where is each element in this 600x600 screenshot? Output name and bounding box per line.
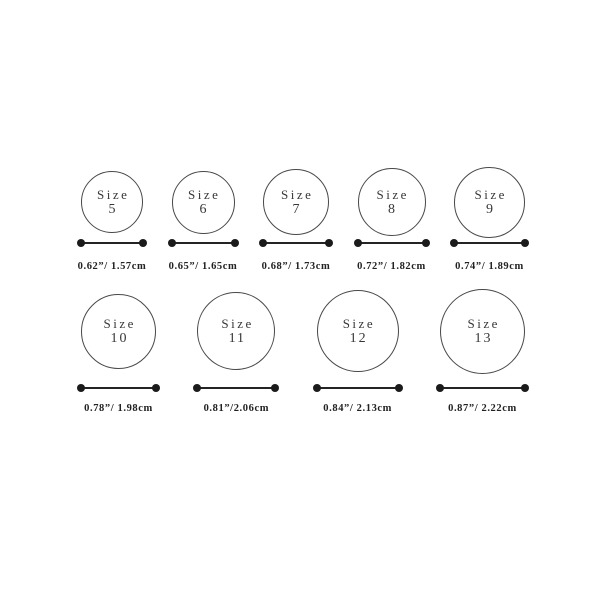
ring-size-word: Size (474, 186, 507, 202)
diameter-measure (77, 384, 160, 392)
endpoint-dot-right (271, 384, 280, 392)
ring-size-number: 5 (108, 201, 118, 217)
ring-size-number: 7 (292, 201, 302, 217)
diameter-measure (450, 239, 529, 247)
diameter-text: 0.87”/ 2.22cm (448, 403, 517, 414)
diameter-measure (259, 239, 333, 247)
ring-circle-5: Size 5 (81, 171, 143, 233)
diameter-line (81, 387, 156, 389)
endpoint-dot-right (521, 239, 529, 247)
diameter-measure (353, 239, 430, 247)
ring-size-word: Size (342, 315, 376, 331)
diameter-measure (435, 384, 529, 392)
ring-size-word: Size (103, 315, 136, 331)
endpoint-dot-right (394, 384, 403, 392)
ring-size-number: 12 (349, 330, 368, 346)
diameter-text: 0.65”/ 1.65cm (168, 261, 238, 272)
ring-circle-6: Size 6 (171, 170, 235, 234)
diameter-line (263, 242, 329, 244)
diameter-text: 0.72”/ 1.82cm (357, 261, 426, 272)
ring-circle-7: Size 7 (263, 169, 329, 235)
ring-size-word: Size (376, 186, 409, 202)
ring-size-row-1: Size 5 0.62”/ 1.57cm Size 6 (77, 166, 529, 273)
ring-size-number: 11 (228, 330, 247, 346)
diameter-line (171, 242, 235, 244)
endpoint-dot-left (77, 239, 85, 247)
diameter-measure (167, 239, 239, 247)
endpoint-dot-left (259, 239, 267, 247)
ring-size-word: Size (188, 186, 221, 202)
endpoint-dot-right (230, 239, 239, 247)
ring-size-row-2: Size 10 0.78”/ 1.98cm Size 11 (77, 288, 529, 415)
diameter-line (357, 242, 426, 244)
diameter-measure (312, 384, 403, 392)
ring-size-number: 8 (388, 201, 397, 217)
endpoint-dot-left (193, 384, 202, 392)
ring-circle-8: Size 8 (357, 168, 426, 236)
diameter-line (439, 387, 525, 389)
endpoint-dot-right (139, 239, 147, 247)
ring-size-number: 6 (199, 201, 209, 217)
endpoint-dot-right (520, 384, 529, 392)
endpoint-dot-left (312, 384, 321, 392)
diameter-text: 0.74”/ 1.89cm (455, 261, 524, 272)
ring-circle-11: Size 11 (197, 292, 276, 370)
ring-size-number: 10 (110, 330, 129, 346)
ring-size-word: Size (281, 186, 314, 202)
diameter-line (454, 242, 525, 244)
ring-circle-12: Size 12 (316, 290, 399, 372)
endpoint-dot-left (167, 239, 176, 247)
endpoint-dot-left (435, 384, 444, 392)
ring-size-number: 13 (474, 330, 493, 346)
ring-size-word: Size (221, 315, 254, 331)
ring-circle-9: Size 9 (454, 166, 525, 238)
ring-size-cell-6: Size 6 0.65”/ 1.65cm (167, 166, 239, 273)
ring-circle-13: Size 13 (439, 288, 525, 374)
diameter-text: 0.78”/ 1.98cm (84, 403, 153, 414)
ring-size-cell-7: Size 7 0.68”/ 1.73cm (259, 166, 333, 273)
diameter-text: 0.84”/ 2.13cm (323, 403, 393, 414)
ring-size-cell-8: Size 8 0.72”/ 1.82cm (353, 166, 430, 273)
diameter-line (316, 387, 399, 389)
diameter-line (197, 387, 276, 389)
endpoint-dot-right (421, 239, 430, 247)
diameter-text: 0.62”/ 1.57cm (77, 261, 147, 272)
ring-size-cell-11: Size 11 0.81”/2.06cm (193, 288, 280, 415)
ring-size-cell-10: Size 10 0.78”/ 1.98cm (77, 288, 160, 415)
ring-size-number: 9 (486, 201, 495, 217)
endpoint-dot-left (77, 384, 85, 392)
ring-size-word: Size (97, 186, 130, 202)
endpoint-dot-right (152, 384, 160, 392)
ring-size-cell-5: Size 5 0.62”/ 1.57cm (77, 166, 147, 273)
diameter-text: 0.68”/ 1.73cm (261, 261, 331, 272)
endpoint-dot-right (325, 239, 333, 247)
diameter-measure (77, 239, 147, 247)
diameter-line (81, 242, 143, 244)
ring-size-cell-9: Size 9 0.74”/ 1.89cm (450, 166, 529, 273)
ring-size-cell-12: Size 12 0.84”/ 2.13cm (312, 288, 403, 415)
ring-size-cell-13: Size 13 0.87”/ 2.22cm (435, 288, 529, 415)
endpoint-dot-left (450, 239, 458, 247)
ring-circle-10: Size 10 (81, 293, 156, 369)
diameter-text: 0.81”/2.06cm (203, 403, 270, 414)
ring-size-word: Size (467, 315, 500, 331)
endpoint-dot-left (353, 239, 362, 247)
diameter-measure (193, 384, 280, 392)
